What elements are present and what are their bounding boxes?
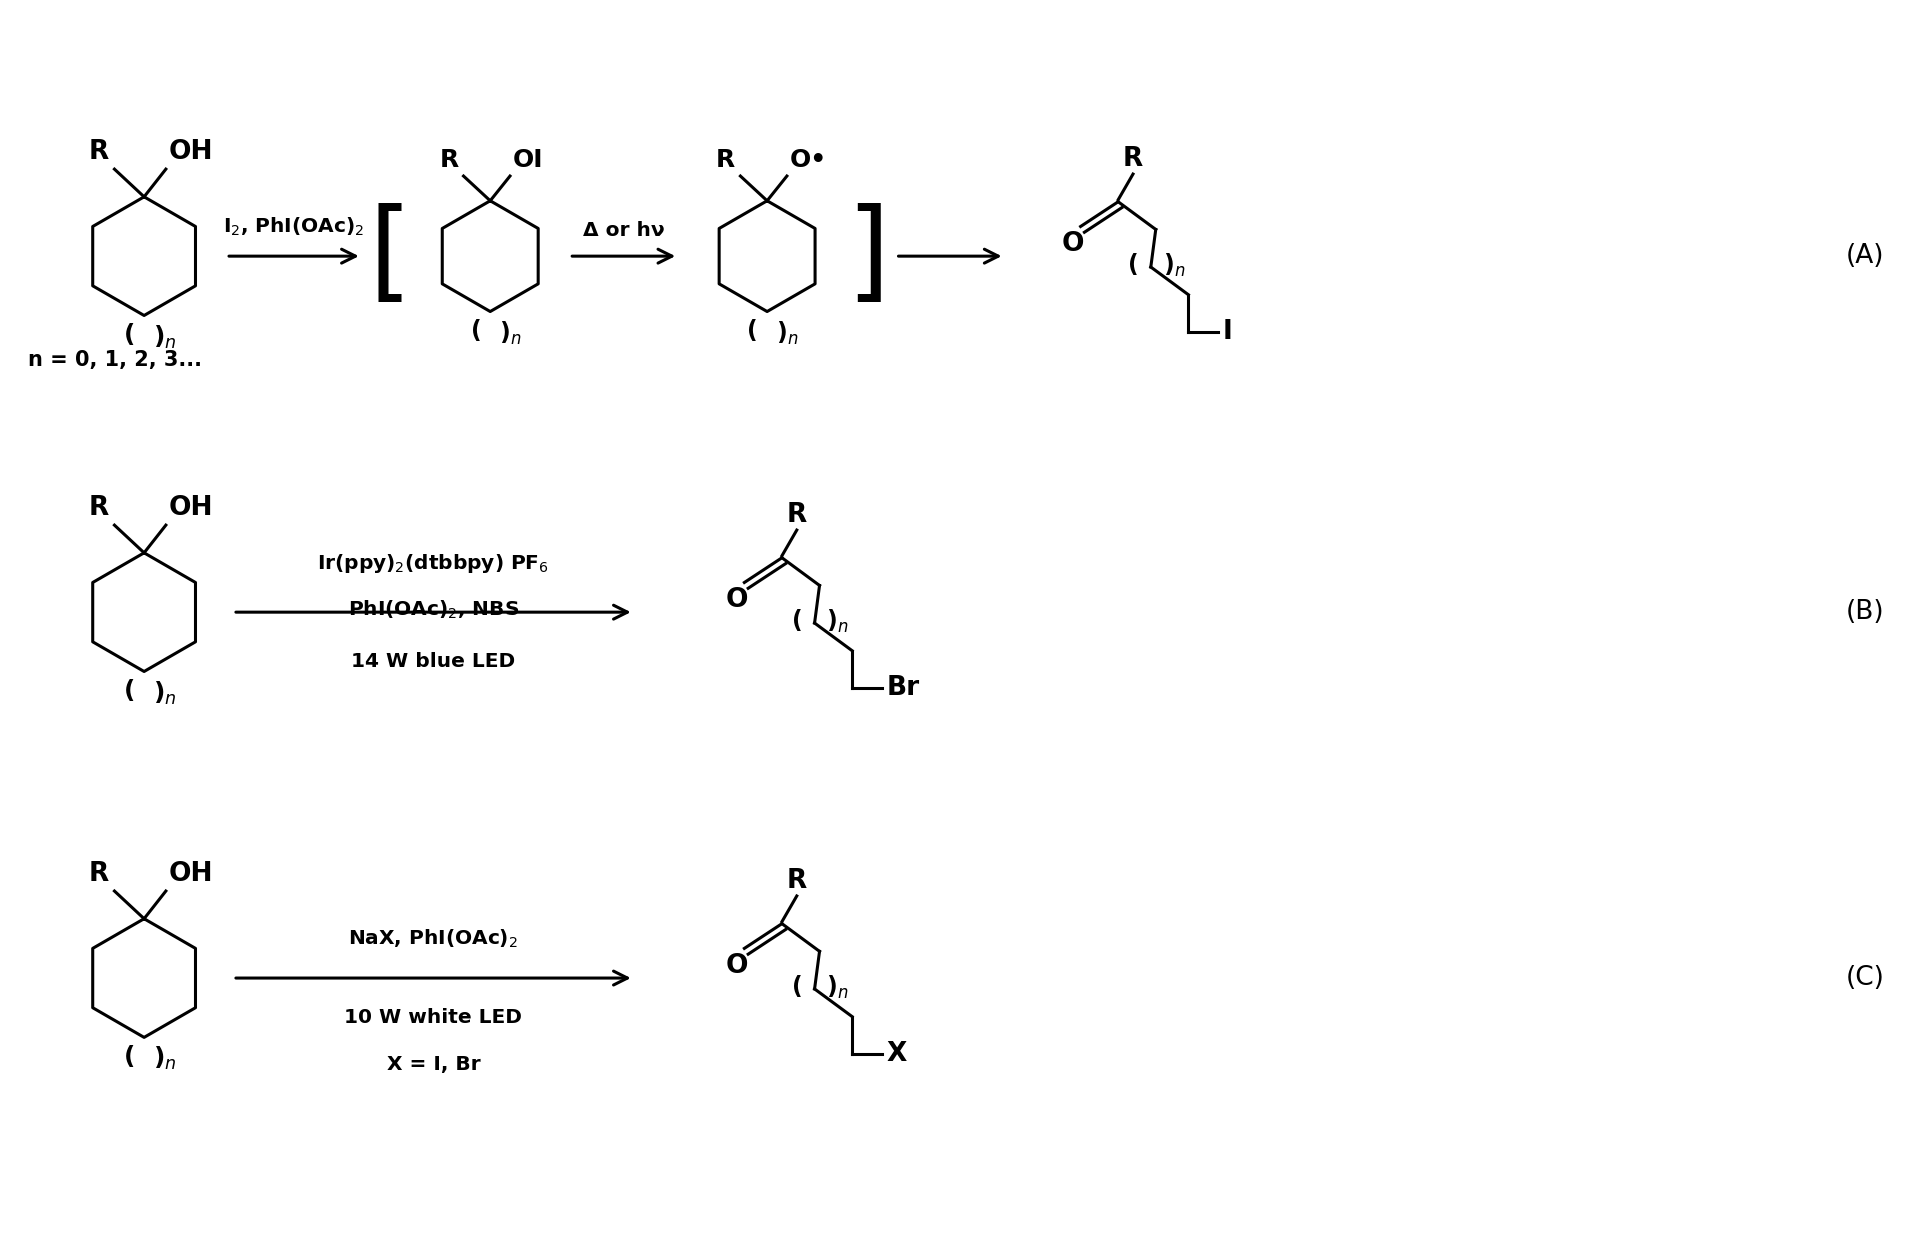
Text: OH: OH	[168, 496, 214, 521]
Text: NaX, PhI(OAc)$_2$: NaX, PhI(OAc)$_2$	[348, 928, 518, 950]
Text: 14 W blue LED: 14 W blue LED	[352, 652, 516, 671]
Text: OH: OH	[168, 139, 214, 165]
Text: I: I	[1223, 319, 1233, 346]
Text: )$_n$: )$_n$	[826, 973, 848, 1000]
Text: )$_n$: )$_n$	[153, 1045, 176, 1073]
Text: O: O	[724, 953, 747, 979]
Text: Δ or hν: Δ or hν	[583, 222, 665, 240]
Text: R: R	[787, 502, 806, 528]
Text: (: (	[124, 680, 136, 704]
Text: )$_n$: )$_n$	[826, 607, 848, 635]
Text: Ir(ppy)$_2$(dtbbpy) PF$_6$: Ir(ppy)$_2$(dtbbpy) PF$_6$	[317, 552, 548, 575]
Text: (: (	[747, 319, 759, 343]
Text: PhI(OAc)$_2$, NBS: PhI(OAc)$_2$, NBS	[348, 598, 520, 621]
Text: OH: OH	[168, 861, 214, 888]
Text: R: R	[88, 496, 109, 521]
Text: (: (	[1127, 253, 1139, 277]
Text: (: (	[470, 319, 482, 343]
Text: R: R	[1124, 146, 1143, 172]
Text: )$_n$: )$_n$	[153, 680, 176, 706]
Text: (: (	[124, 1045, 136, 1069]
Text: n = 0, 1, 2, 3...: n = 0, 1, 2, 3...	[29, 351, 203, 371]
Text: R: R	[717, 148, 736, 172]
Text: R: R	[440, 148, 459, 172]
Text: O•: O•	[789, 148, 827, 172]
Text: (A): (A)	[1846, 243, 1884, 269]
Text: (B): (B)	[1846, 600, 1884, 625]
Text: )$_n$: )$_n$	[499, 319, 522, 347]
Text: X = I, Br: X = I, Br	[386, 1055, 480, 1074]
Text: (: (	[791, 975, 803, 999]
Text: (: (	[791, 608, 803, 634]
Text: R: R	[88, 861, 109, 888]
Text: 10 W white LED: 10 W white LED	[344, 1008, 522, 1027]
Text: R: R	[787, 868, 806, 894]
Text: O: O	[724, 587, 747, 613]
Text: Br: Br	[887, 675, 919, 701]
Text: I$_2$, PhI(OAc)$_2$: I$_2$, PhI(OAc)$_2$	[224, 217, 365, 238]
Text: (: (	[124, 323, 136, 347]
Text: )$_n$: )$_n$	[153, 323, 176, 351]
Text: OI: OI	[512, 148, 543, 172]
Text: )$_n$: )$_n$	[776, 319, 799, 347]
Text: )$_n$: )$_n$	[1162, 252, 1185, 279]
Text: X: X	[887, 1042, 908, 1067]
Text: (C): (C)	[1846, 965, 1884, 992]
Text: [: [	[369, 203, 413, 309]
Text: O: O	[1061, 232, 1084, 258]
Text: ]: ]	[847, 203, 889, 309]
Text: R: R	[88, 139, 109, 165]
